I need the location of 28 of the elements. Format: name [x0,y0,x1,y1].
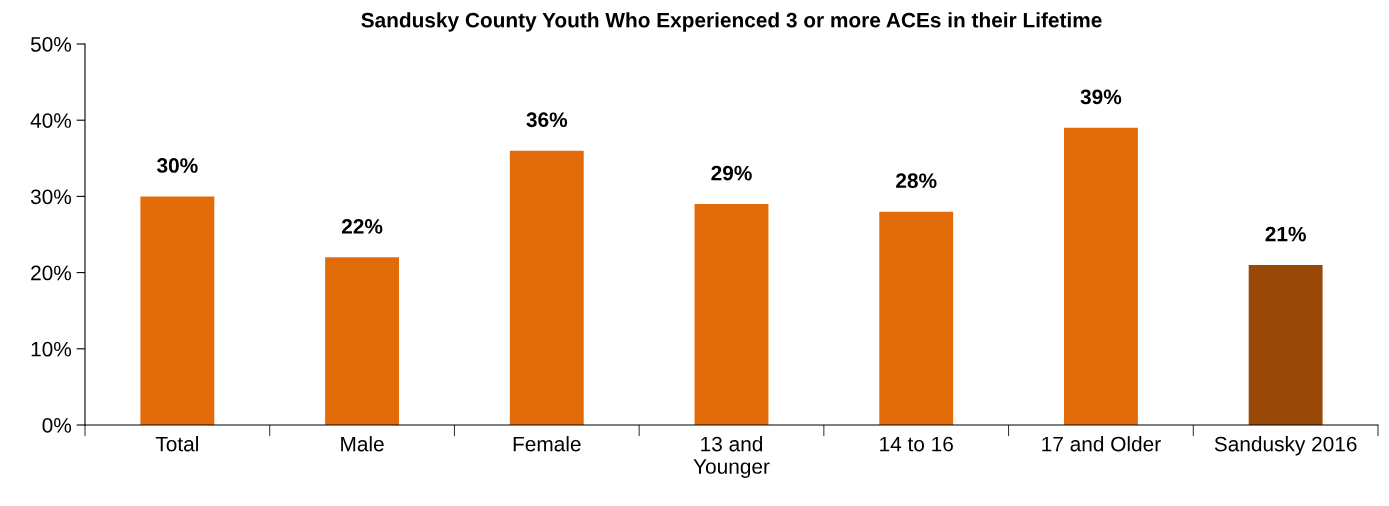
data-label: 36% [526,112,568,128]
y-tick-label: 0% [42,418,72,433]
y-tick-label: 10% [31,341,72,357]
y-tick-label: 50% [30,37,72,52]
x-tick-label: Total [155,436,198,452]
bar [1248,264,1323,425]
y-tick-label: 30% [30,189,72,205]
x-tick-label: Male [341,436,384,452]
x-tick-label: Sandusky 2016 [1214,436,1357,456]
bar [879,211,954,425]
bar [509,150,584,425]
data-label: 29% [711,165,752,181]
bar [694,204,769,425]
data-label: 21% [1265,226,1306,242]
data-label: 39% [1080,89,1122,105]
chart-title: Sandusky County Youth Who Experienced 3 or more ACEs in their Lifetime [361,12,1102,32]
y-tick-label: 40% [30,113,72,128]
x-tick-label: 14 to 16 [880,436,953,452]
x-tick-label: 13 and Younger [693,436,770,478]
data-label: 22% [341,219,383,234]
data-label: 28% [896,173,937,189]
x-tick-label: 17 and Older [1042,436,1161,452]
y-tick-label: 20% [31,265,72,281]
bar [1063,127,1138,425]
x-tick-label: Female [513,436,581,452]
bar [140,196,215,425]
bar [325,257,400,425]
data-label: 30% [156,158,198,173]
